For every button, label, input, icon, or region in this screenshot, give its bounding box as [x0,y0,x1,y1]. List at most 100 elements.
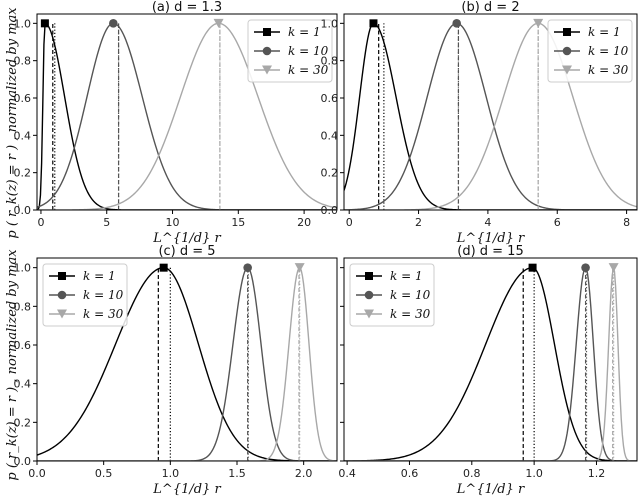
legend-label: k = 1 [390,269,423,283]
x-axis-label: L^{1/d} r [456,231,525,246]
x-tick-label: 5 [103,216,110,229]
legend-label: k = 1 [588,25,621,39]
y-tick-label: 0.2 [14,416,32,429]
x-tick-label: 2.0 [295,467,313,480]
x-tick-label: 0.0 [28,467,46,480]
x-tick-label: 1.0 [525,467,543,480]
y-tick-label: 1.0 [14,262,32,275]
x-tick-label: 20 [297,216,311,229]
y-tick-label: 0.8 [321,55,339,68]
legend-marker-square [365,272,373,280]
legend-marker-circle [57,290,67,300]
peak-marker-triangle [294,263,305,273]
legend-label: k = 1 [83,269,116,283]
legend-label: k = 10 [288,44,329,58]
peak-marker-circle [243,263,252,272]
chart-panel-4: 0.4 0.6 0.8 1.0 1.2(d) d = 15L^{1/d} rk = 1k… [338,244,638,497]
panel-title: (d) d = 15 [457,244,523,259]
legend-marker-triangle [262,65,272,75]
legend-marker-triangle [364,309,374,319]
x-tick-label: 6 [554,216,561,229]
legend-label: k = 30 [588,63,629,77]
x-axis-label: L^{1/d} r [456,482,525,497]
legend-marker-circle [262,46,272,56]
y-tick-label: 0.2 [14,167,32,180]
y-tick-label: 0.0 [14,455,32,468]
x-tick-label: 10 [166,216,180,229]
legend-marker-triangle [562,65,572,75]
y-tick-label: 1.0 [14,17,32,30]
peak-marker-triangle [608,263,619,273]
x-tick-label: 1.2 [588,467,606,480]
y-tick-label: 0.2 [321,167,339,180]
axes-frame [36,13,338,211]
series-line-k1 [344,22,637,210]
y-tick-label: 0.4 [321,129,339,142]
y-tick-label: 1.0 [321,17,339,30]
y-tick-label: 0.6 [14,92,32,105]
legend-label: k = 1 [288,25,321,39]
series-line-k10 [37,22,337,210]
legend-marker-circle [364,290,374,300]
legend: k = 1 k = 10 k = 30 [42,263,128,327]
peak-marker-square [528,263,537,272]
y-axis-label-top: p ( r_k(z) = r ) , normalized by max [5,7,20,239]
x-tick-label: 1.5 [228,467,246,480]
panels-group: 0 5 10 15 20 0.0 0.2 0.4 0.6 0.8 1.0 (a) d = 1.3 L^{… [14,0,638,497]
legend-marker-square [58,272,66,280]
panel-title: (a) d = 1.3 [152,0,222,15]
legend-label: k = 10 [390,288,431,302]
peak-marker-triangle [533,18,544,28]
chart-panel-3: 0.0 0.5 1.0 1.5 2.0 0.0 0.2 0.4 0.6 0.8 1.0 (c) d =… [14,244,338,497]
y-tick-label: 0.4 [14,378,32,391]
peak-marker-circle [581,263,590,272]
legend: k = 1 k = 10 k = 30 [349,263,435,327]
legend-label: k = 10 [588,44,629,58]
peak-marker-triangle [213,18,224,28]
legend-label: k = 30 [288,63,329,77]
y-tick-label: 0.8 [14,300,32,313]
axes-frame [343,257,638,462]
x-tick-label: 2 [415,216,422,229]
series-line-k1 [37,22,337,210]
x-tick-label: 0.8 [463,467,481,480]
peak-marker-square [369,19,378,28]
legend-marker-square [563,28,571,36]
series-line-k1 [344,266,637,461]
y-tick-label: 0.0 [321,204,339,217]
y-tick-label: 0.6 [14,339,32,352]
panel-title: (c) d = 5 [158,244,215,259]
x-tick-label: 15 [231,216,245,229]
series-line-k10 [344,266,637,461]
legend-label: k = 30 [83,307,124,321]
x-tick-label: 0.5 [95,467,113,480]
y-tick-label: 0.4 [14,129,32,142]
y-tick-label: 0.6 [321,92,339,105]
x-axis-label: L^{1/d} r [152,482,221,497]
axes-frame [343,13,638,211]
legend: k = 1 k = 10 k = 30 [547,19,633,83]
chart-panel-2: 0 2 4 6 8 0.0 0.2 0.4 0.6 0.8 1.0 (b) d = 2 L^{1/d} … [321,0,638,246]
x-tick-label: 1.0 [162,467,180,480]
peak-marker-circle [452,19,461,28]
legend-marker-circle [562,46,572,56]
axes-frame [36,257,338,462]
legend-label: k = 30 [390,307,431,321]
legend: k = 1 k = 10 k = 30 [247,19,333,83]
series-line-k30 [37,267,337,461]
x-tick-label: 0 [37,216,44,229]
x-tick-label: 0.4 [338,467,356,480]
x-tick-label: 8 [623,216,630,229]
peak-marker-circle [109,19,118,28]
plot-area [344,266,637,461]
x-axis-label: L^{1/d} r [152,231,221,246]
panel-title: (b) d = 2 [461,0,519,15]
y-tick-label: 0.0 [14,204,32,217]
peak-marker-square [40,19,49,28]
legend-marker-triangle [57,309,67,319]
y-axis-label-bottom: p ( r_k(z) = r ) , normalized by max [5,249,20,481]
x-tick-label: 4 [484,216,491,229]
x-tick-label: 0.6 [401,467,419,480]
